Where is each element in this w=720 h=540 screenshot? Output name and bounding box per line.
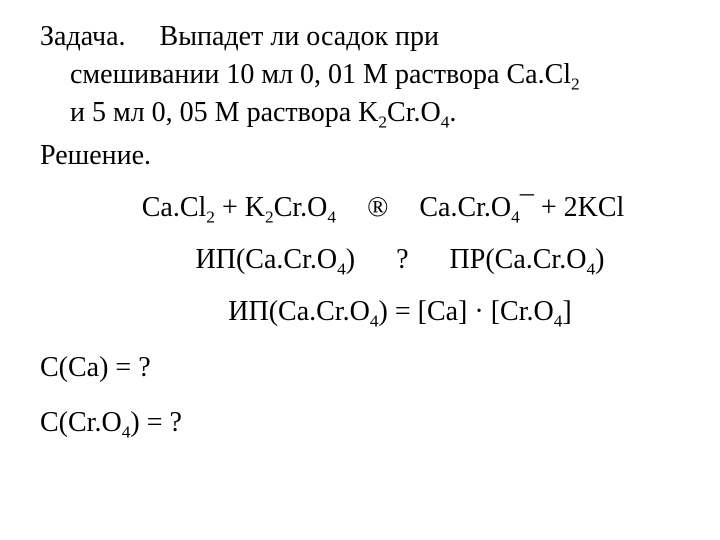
problem-label: Задача.	[40, 21, 126, 52]
eq3-rhs-close: ]	[562, 296, 571, 327]
problem-line1: Выпадет ли осадок при	[160, 21, 439, 52]
problem-line3-sub1: 2	[378, 112, 387, 131]
arrow-icon: ®	[367, 192, 388, 223]
eq2-right-close: )	[595, 244, 604, 275]
equation-2: ИП(Ca.Cr.O4) ? ПР(Ca.Cr.O4)	[40, 241, 690, 279]
eq1-lhs-b: K	[245, 192, 265, 223]
eq1-rhs-a: Ca.Cr.O	[419, 192, 511, 223]
problem-statement: Задача. Выпадет ли осадок при смешивании …	[40, 18, 690, 131]
equation-5: C(Cr.O4) = ?	[40, 404, 690, 442]
problem-line3b: Cr.O	[387, 97, 441, 128]
eq2-question: ?	[396, 244, 408, 275]
eq1-rhs-a-sub: 4	[511, 208, 520, 227]
eq1-plus: +	[215, 192, 245, 223]
problem-line3c: .	[449, 97, 456, 128]
document-page: Задача. Выпадет ли осадок при смешивании …	[0, 0, 720, 476]
eq1-lhs-b-sub: 2	[265, 208, 274, 227]
equation-4: C(Ca) = ?	[40, 349, 690, 387]
eq3-mid: ) = [Ca] · [Cr.O	[379, 296, 554, 327]
problem-line2-sub: 2	[571, 74, 580, 93]
eq2-left-close: )	[346, 244, 355, 275]
eq1-lhs-c: Cr.O	[274, 192, 328, 223]
equation-1: Ca.Cl2 + K2Cr.O4 ® Ca.Cr.O4¯ + 2KCl	[40, 189, 690, 227]
problem-line3a: и 5 мл 0, 05 М раствора K	[70, 97, 378, 128]
eq1-lhs-a-sub: 2	[206, 208, 215, 227]
eq2-left-sub: 4	[337, 260, 346, 279]
eq1-lhs-c-sub: 4	[327, 208, 336, 227]
solution-label: Решение.	[40, 137, 690, 175]
equation-3: ИП(Ca.Cr.O4) = [Ca] · [Cr.O4]	[40, 293, 690, 331]
eq2-right-sub: 4	[586, 260, 595, 279]
eq2-right: ПР(Ca.Cr.O	[450, 244, 587, 275]
eq1-plus2: + 2KCl	[534, 192, 624, 223]
eq1-lhs-a: Ca.Cl	[142, 192, 207, 223]
down-arrow-icon: ¯	[520, 192, 534, 223]
eq3-lhs: ИП(Ca.Cr.O	[228, 296, 370, 327]
eq3-lhs-sub: 4	[370, 311, 379, 330]
eq5-b: ) = ?	[130, 407, 182, 438]
eq2-left: ИП(Ca.Cr.O	[196, 244, 338, 275]
eq5-a: C(Cr.O	[40, 407, 122, 438]
problem-line2a: смешивании 10 мл 0, 01 М раствора Ca.Cl	[70, 59, 571, 90]
